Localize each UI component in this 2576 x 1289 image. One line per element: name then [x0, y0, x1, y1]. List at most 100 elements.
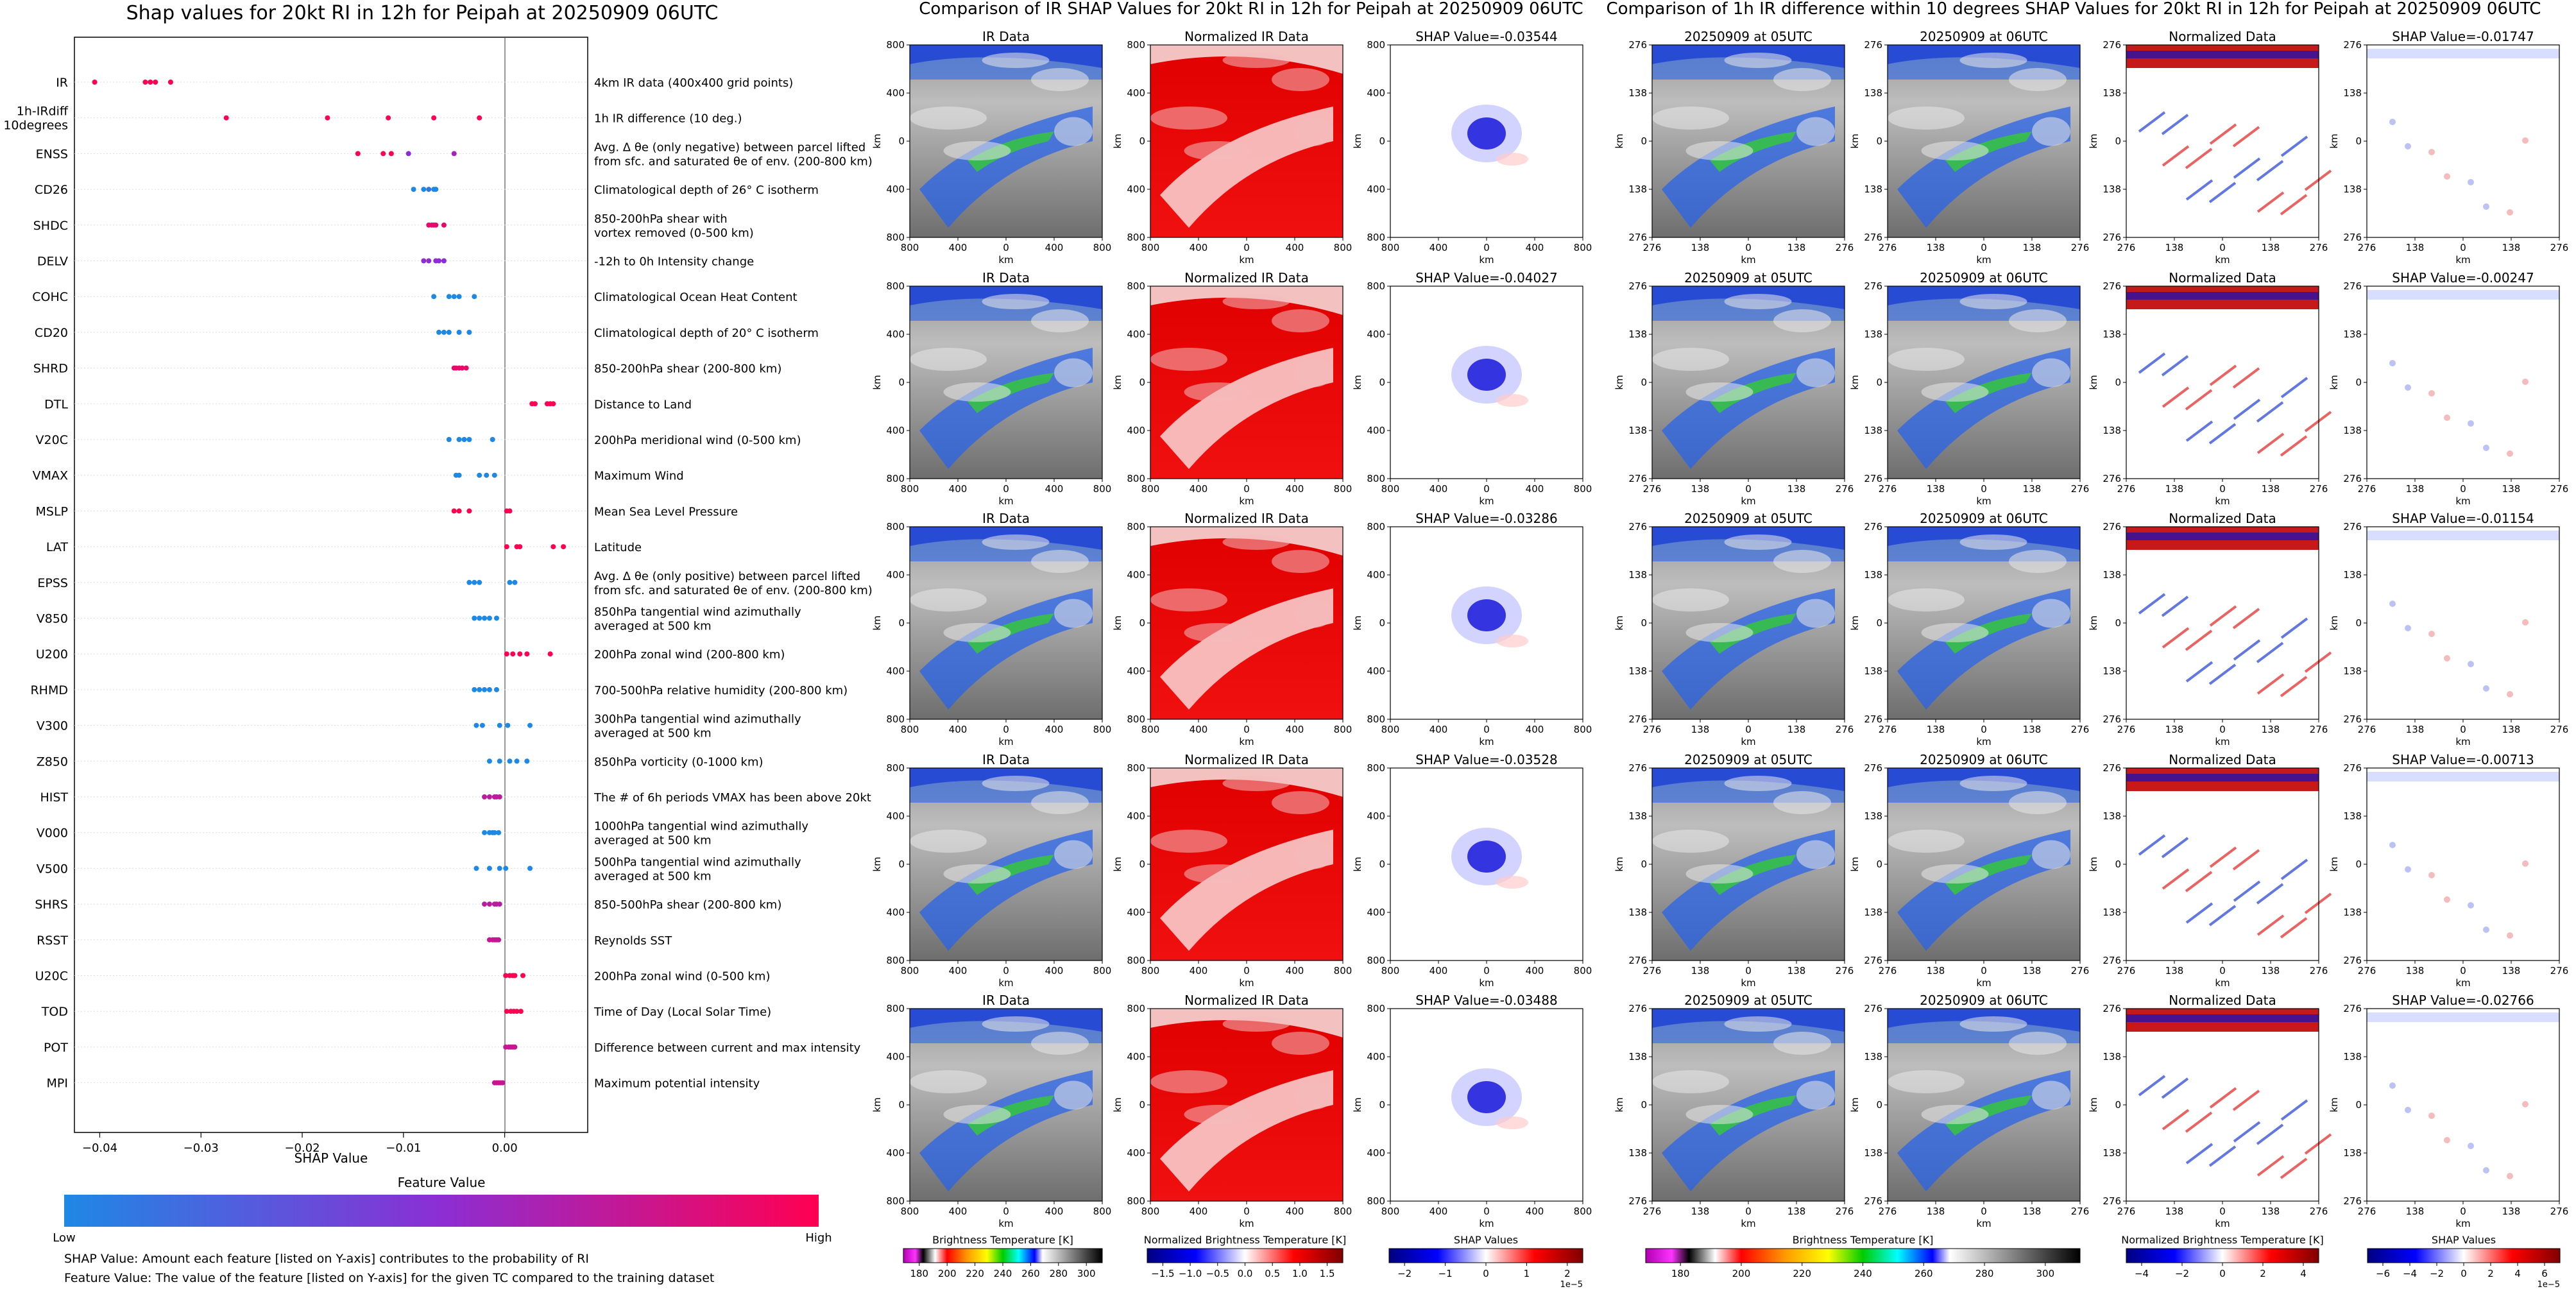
- shap-core: [1467, 599, 1506, 631]
- image-panel-grid: IR Data80080040040000400400800800kmkmNor…: [871, 29, 2568, 1229]
- y-axis-label: km: [1614, 375, 1625, 389]
- x-tick-label: 400: [949, 724, 968, 735]
- norm-cold-top: [1150, 286, 1343, 315]
- feature-row-z850: Z850 850hPa vorticity (0-1000 km): [37, 755, 763, 769]
- y-tick-label: 138: [1864, 329, 1882, 340]
- middle-section-title: Comparison of IR SHAP Values for 20kt RI…: [919, 0, 1583, 19]
- panel-title: Normalized Data: [2169, 752, 2276, 767]
- diff-shap-spot: [2389, 119, 2396, 125]
- x-tick-label: 138: [2262, 242, 2280, 253]
- y-tick-label: 276: [2103, 713, 2121, 725]
- feature-rows: IR 4km IR data (400x400 grid points) 1h-IR…: [3, 76, 873, 1091]
- y-tick-label: 400: [1367, 907, 1385, 918]
- cloud-shape: [1652, 588, 1729, 611]
- y-tick-label: 800: [1127, 280, 1145, 292]
- x-tick-label: 138: [2502, 965, 2521, 977]
- diff-shap-spot: [2444, 896, 2450, 903]
- panel-title: SHAP Value=-0.01154: [2392, 511, 2534, 526]
- diff-streak: [2209, 1087, 2237, 1109]
- shap-point: [456, 472, 462, 478]
- cloud-shape: [1773, 550, 1831, 573]
- x-tick-label: 138: [2262, 965, 2280, 977]
- colorbars: Brightness Temperature [K]180 200 220 240 26…: [903, 1234, 2561, 1289]
- x-tick-label: 0: [1981, 965, 1987, 977]
- x-tick-label: 276: [2071, 724, 2090, 735]
- feature-code-label: HIST: [40, 790, 68, 805]
- shap-point: [504, 651, 509, 657]
- feature-code-label: V500: [37, 862, 68, 876]
- cloud-shape: [1921, 623, 1989, 642]
- y-axis-label: km: [1352, 1097, 1363, 1112]
- cloud-shape: [1031, 550, 1089, 573]
- shap-point: [433, 187, 439, 192]
- colorbar-tick-label: −4: [2135, 1268, 2149, 1279]
- colorbar-strip: [1147, 1248, 1343, 1263]
- y-tick-label: 0: [1139, 617, 1145, 629]
- y-axis-label: km: [1112, 1097, 1123, 1112]
- cloud-shape: [2032, 117, 2070, 146]
- diff-streak: [2280, 194, 2308, 216]
- cloud-shape: [1724, 534, 1792, 550]
- panel-title: 20250909 at 05UTC: [1684, 752, 1813, 767]
- cloud-shape: [1054, 1080, 1093, 1110]
- y-tick-label: 0: [1876, 858, 1882, 870]
- feature-code-label: COHC: [32, 290, 68, 304]
- x-tick-label: 400: [1045, 965, 1064, 977]
- shap-point: [431, 115, 437, 121]
- cloud-shape: [1184, 141, 1252, 160]
- feature-code-label: U200: [36, 647, 68, 662]
- y-tick-label: 800: [1367, 280, 1385, 292]
- x-tick-label: 138: [2406, 1206, 2425, 1217]
- x-axis-label: km: [998, 736, 1013, 747]
- colorbar-tick-label: 0: [2461, 1268, 2467, 1279]
- shap-point: [142, 80, 148, 85]
- x-tick-label: 276: [2071, 965, 2090, 977]
- y-axis-label: km: [871, 857, 883, 871]
- shap-point: [493, 615, 499, 621]
- diff-shap-spot: [2483, 203, 2489, 210]
- norm-cold-top: [1150, 45, 1343, 74]
- diff-streak: [2232, 126, 2260, 148]
- x-tick-label: 276: [2071, 242, 2090, 253]
- colorbar-label: SHAP Values: [2432, 1234, 2496, 1246]
- x-tick-label: 138: [2023, 1206, 2042, 1217]
- diff-streak: [2161, 355, 2189, 377]
- normalized-diff-image: [2126, 527, 2319, 719]
- cloud-shape: [1888, 348, 1965, 371]
- feature-desc-label: from sfc. and saturated θe of env. (200-…: [594, 584, 873, 597]
- feature-code-label: MSLP: [36, 504, 69, 518]
- shap-point: [473, 722, 479, 728]
- feature-desc-label: 850-500hPa shear (200-800 km): [594, 898, 781, 912]
- feature-code-label: VMAX: [33, 469, 68, 483]
- shap-point: [493, 687, 499, 692]
- cloud-shape: [943, 382, 1011, 402]
- panel-title: SHAP Value=-0.00247: [2392, 270, 2534, 286]
- feature-desc-label: -12h to 0h Intensity change: [594, 255, 754, 269]
- colorbar-label: Normalized Brightness Temperature [K]: [2121, 1234, 2324, 1246]
- y-axis-label: km: [2328, 1097, 2340, 1112]
- y-axis-label: km: [2328, 375, 2340, 389]
- cloud-shape: [1773, 1032, 1831, 1055]
- diff-streak: [2233, 398, 2261, 420]
- colorbar-tick-label: −1.0: [1179, 1268, 1202, 1279]
- diff-blue-top: [2126, 51, 2319, 58]
- colorbar-tick-label: 0.5: [1265, 1268, 1280, 1279]
- x-tick-label: 800: [1381, 1206, 1400, 1217]
- x-tick-label: 800: [1093, 242, 1112, 253]
- diff-streak: [2185, 661, 2213, 683]
- x-tick-label: 138: [2165, 483, 2184, 495]
- colorbar-tick-label: −2: [1397, 1268, 1412, 1279]
- colorbar: Normalized Brightness Temperature [K] −4 −…: [2121, 1234, 2324, 1279]
- diff-streak: [2162, 145, 2190, 167]
- x-tick-label: 400: [1429, 965, 1448, 977]
- y-tick-label: 276: [2343, 762, 2362, 774]
- x-axis-label: km: [1976, 736, 1991, 747]
- diff-shap-spot: [2468, 179, 2474, 185]
- diff-streak: [2161, 595, 2189, 617]
- x-tick-label: 400: [1286, 724, 1304, 735]
- diff-streak: [2209, 123, 2237, 145]
- x-axis-label: km: [1741, 736, 1755, 747]
- diff-shap-spot: [2444, 1137, 2450, 1143]
- x-tick-label: 400: [1286, 483, 1304, 495]
- colorbar-tick-label: 0: [2219, 1268, 2226, 1279]
